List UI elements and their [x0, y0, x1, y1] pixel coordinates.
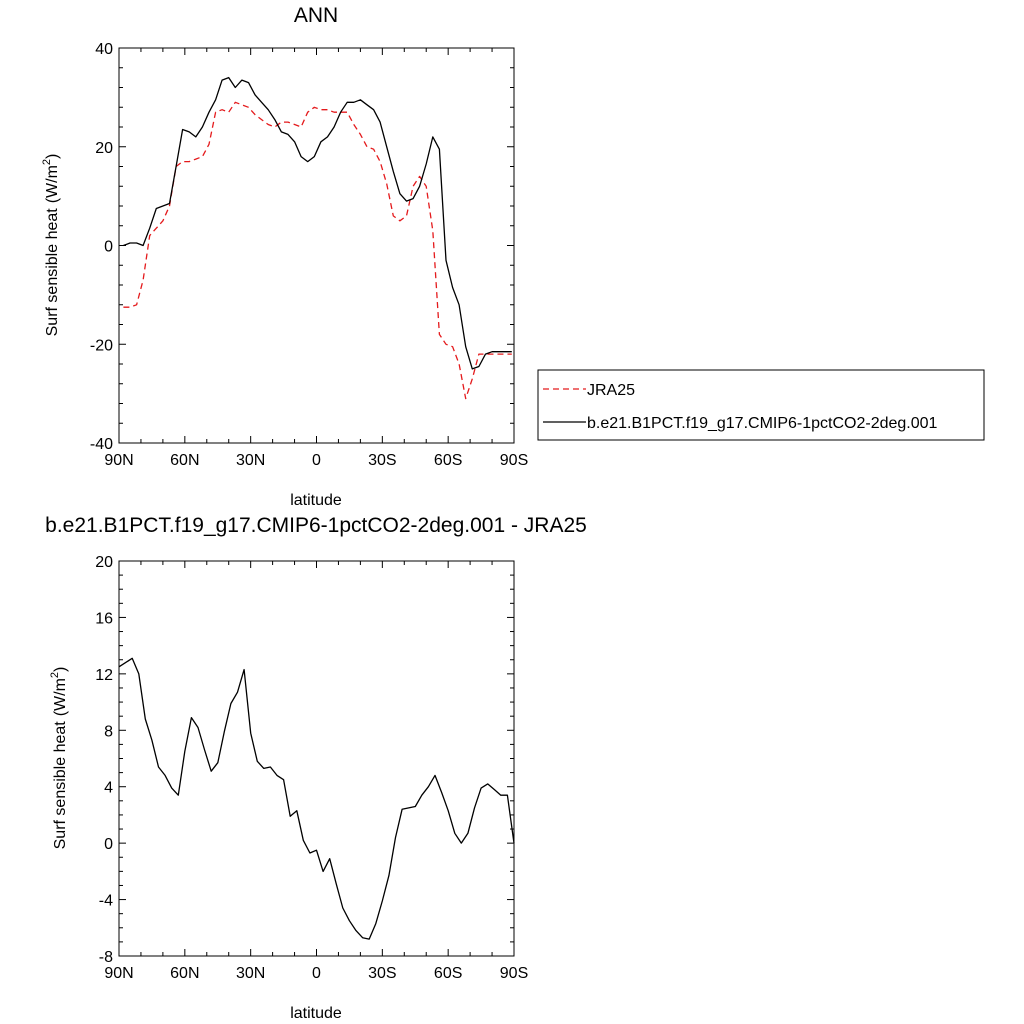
bottom-plot-frame — [118, 560, 515, 957]
bottom-x-tick-label: 30N — [236, 965, 265, 982]
legend-label-jra25: JRA25 — [587, 382, 635, 399]
top-x-tick-label: 0 — [312, 452, 321, 469]
bottom-y-label-exp: 2 — [49, 672, 61, 678]
bottom-y-tick-label: 20 — [95, 554, 113, 571]
top-y-axis-label: Surf sensible heat (W/m2) — [41, 154, 61, 337]
top-plot: ANN 90N 60N 30N 0 30S 60S 90S 40 20 0 -20 -40 latit… — [41, 4, 528, 509]
top-y-tick-label: 20 — [95, 140, 113, 157]
bottom-y-tick-label: 0 — [104, 836, 113, 853]
bottom-y-label-units: (W/m — [52, 678, 69, 716]
bottom-x-axis-label: latitude — [290, 1005, 342, 1022]
top-y-tick-label: -40 — [90, 436, 113, 453]
bottom-x-tick-label: 60N — [170, 965, 199, 982]
bottom-x-tick-label: 30S — [368, 965, 396, 982]
bottom-y-tick-label: 16 — [95, 610, 113, 627]
top-x-tick-label: 30S — [368, 452, 396, 469]
bottom-x-tick-label: 90N — [104, 965, 133, 982]
bottom-y-axis-label: Surf sensible heat (W/m2) — [49, 667, 69, 850]
bottom-y-tick-label: 12 — [95, 667, 113, 684]
legend: JRA25 b.e21.B1PCT.f19_g17.CMIP6-1pctCO2-… — [537, 369, 985, 441]
top-x-tick-label: 90S — [500, 452, 528, 469]
top-ticks: 90N 60N 30N 0 30S 60S 90S 40 20 0 -20 -40 — [90, 41, 528, 469]
bottom-x-tick-label: 0 — [312, 965, 321, 982]
top-x-tick-label: 90N — [104, 452, 133, 469]
bottom-y-tick-label: 4 — [104, 780, 113, 797]
bottom-series-group — [118, 657, 515, 940]
legend-box — [537, 369, 985, 441]
top-plot-frame — [118, 47, 515, 444]
top-x-tick-label: 60N — [170, 452, 199, 469]
bottom-plot: b.e21.B1PCT.f19_g17.CMIP6-1pctCO2-2deg.0… — [45, 514, 587, 1022]
legend-label-model: b.e21.B1PCT.f19_g17.CMIP6-1pctCO2-2deg.0… — [587, 415, 938, 432]
top-y-label-close: ) — [44, 154, 61, 159]
top-y-label-exp: 2 — [41, 159, 53, 165]
bottom-ticks: 90N 60N 30N 0 30S 60S 90S 20 16 12 8 4 0 -4 -8 — [95, 554, 528, 982]
top-x-tick-label: 30N — [236, 452, 265, 469]
top-series-line-1 — [123, 76, 512, 370]
top-y-label-units: (W/m — [44, 165, 61, 203]
bottom-y-tick-label: 8 — [104, 723, 113, 740]
top-y-tick-label: -20 — [90, 337, 113, 354]
bottom-series-line-0 — [118, 657, 515, 940]
bottom-plot-title: b.e21.B1PCT.f19_g17.CMIP6-1pctCO2-2deg.0… — [45, 514, 587, 537]
top-y-tick-label: 0 — [104, 239, 113, 256]
bottom-x-tick-label: 60S — [434, 965, 462, 982]
bottom-x-tick-label: 90S — [500, 965, 528, 982]
top-plot-title: ANN — [294, 4, 338, 27]
top-y-label-main: Surf sensible heat — [44, 208, 61, 337]
bottom-y-label-close: ) — [52, 667, 69, 672]
top-series-group — [123, 76, 512, 400]
bottom-y-tick-label: -4 — [99, 893, 113, 910]
top-x-tick-label: 60S — [434, 452, 462, 469]
bottom-y-tick-label: -8 — [99, 949, 113, 966]
top-series-line-0 — [123, 101, 512, 400]
top-y-tick-label: 40 — [95, 41, 113, 58]
bottom-y-label-main: Surf sensible heat — [52, 721, 69, 850]
top-x-axis-label: latitude — [290, 492, 342, 509]
